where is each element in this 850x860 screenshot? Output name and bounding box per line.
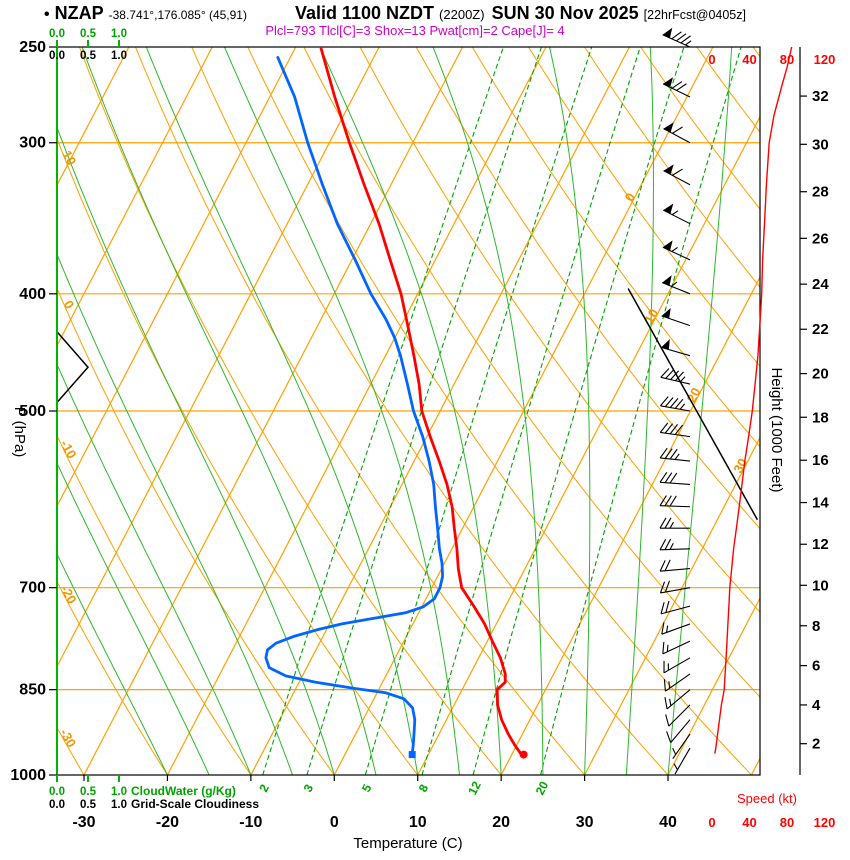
svg-text:22: 22 <box>812 321 829 338</box>
svg-text:14: 14 <box>812 495 829 512</box>
svg-text:0.0: 0.0 <box>49 50 65 62</box>
svg-text:4: 4 <box>812 697 821 714</box>
svg-text:30: 30 <box>730 456 750 476</box>
svg-text:6: 6 <box>812 658 820 675</box>
valid-zulu: (2200Z) <box>439 7 485 22</box>
svg-text:0: 0 <box>330 814 339 831</box>
svg-text:40: 40 <box>742 52 756 67</box>
wind-barb-layer <box>659 27 692 775</box>
svg-text:0: 0 <box>708 52 715 67</box>
svg-text:-20: -20 <box>58 583 80 607</box>
svg-text:1.0: 1.0 <box>111 28 127 40</box>
station-bullet: • <box>44 6 50 23</box>
svg-text:1.0: 1.0 <box>111 786 127 798</box>
svg-text:2: 2 <box>256 782 272 795</box>
svg-text:0: 0 <box>708 815 715 830</box>
svg-text:80: 80 <box>780 815 794 830</box>
svg-text:0.0: 0.0 <box>49 28 65 40</box>
grid-layer <box>57 47 760 775</box>
cloudiness-axis-label: Grid-Scale Cloudiness <box>131 797 259 811</box>
svg-text:30: 30 <box>576 814 594 831</box>
svg-text:0.5: 0.5 <box>80 28 97 40</box>
svg-text:18: 18 <box>812 409 829 426</box>
svg-text:0.5: 0.5 <box>80 786 97 798</box>
svg-text:400: 400 <box>19 286 46 303</box>
svg-text:30: 30 <box>812 136 829 153</box>
svg-text:850: 850 <box>19 682 46 699</box>
svg-text:28: 28 <box>812 184 829 201</box>
svg-text:26: 26 <box>812 230 829 247</box>
svg-text:20: 20 <box>684 385 704 405</box>
svg-text:0: 0 <box>621 190 638 203</box>
speed-axis-label: Speed (kt) <box>737 791 797 806</box>
svg-text:12: 12 <box>465 779 484 798</box>
svg-text:20: 20 <box>492 814 510 831</box>
svg-text:10: 10 <box>812 577 829 594</box>
svg-text:12: 12 <box>812 536 829 553</box>
temperature-axis-label: Temperature (C) <box>353 835 462 852</box>
svg-text:300: 300 <box>19 135 46 152</box>
svg-text:120: 120 <box>814 52 836 67</box>
svg-text:-30: -30 <box>57 726 79 750</box>
svg-text:0: 0 <box>61 298 78 312</box>
svg-text:-30: -30 <box>72 814 95 831</box>
svg-text:250: 250 <box>19 39 46 56</box>
sounding-indices: Plcl=793 Tlcl[C]=3 Shox=13 Pwat[cm]=2 Ca… <box>265 23 565 38</box>
profile-layer <box>264 47 523 755</box>
svg-text:0.0: 0.0 <box>49 799 65 811</box>
station-coords: -38.741°,176.085° (45,91) <box>108 8 247 22</box>
cloudwater-axis-label: CloudWater (g/Kg) <box>131 784 236 798</box>
forecast-hour: [22hrFcst@0405z] <box>643 8 746 22</box>
svg-text:20: 20 <box>533 779 552 798</box>
svg-text:120: 120 <box>814 815 836 830</box>
svg-text:500: 500 <box>19 403 46 420</box>
height-axis-label: Height (1000 Feet) <box>768 367 785 492</box>
svg-text:16: 16 <box>812 452 829 469</box>
svg-text:24: 24 <box>812 276 829 293</box>
svg-text:0.0: 0.0 <box>49 786 65 798</box>
valid-time: Valid 1100 NZDT <box>294 3 435 23</box>
svg-text:700: 700 <box>19 580 46 597</box>
valid-date: SUN 30 Nov 2025 <box>491 3 639 23</box>
svg-text:0.5: 0.5 <box>80 50 97 62</box>
svg-text:10: 10 <box>409 814 427 831</box>
svg-text:8: 8 <box>812 618 820 635</box>
svg-text:8: 8 <box>416 782 432 795</box>
svg-text:20: 20 <box>812 366 829 383</box>
cloudiness-and-reference-layer <box>56 288 759 521</box>
svg-text:1.0: 1.0 <box>111 50 127 62</box>
svg-text:5: 5 <box>359 782 375 795</box>
svg-text:0.5: 0.5 <box>80 799 97 811</box>
svg-text:-10: -10 <box>57 437 79 461</box>
pressure-axis-label: P (hPa) <box>11 407 28 458</box>
svg-text:-20: -20 <box>156 814 179 831</box>
frame-layer <box>49 40 761 782</box>
height-speed-layer <box>714 46 807 775</box>
svg-text:80: 80 <box>780 52 794 67</box>
svg-text:40: 40 <box>659 814 677 831</box>
station-id: NZAP <box>54 3 104 23</box>
surface-marker-layer <box>408 750 528 759</box>
svg-text:10: 10 <box>59 148 79 168</box>
svg-text:32: 32 <box>812 88 829 105</box>
svg-text:3: 3 <box>301 782 317 795</box>
header: • NZAP -38.741°,176.085° (45,91) Valid 1100… <box>44 3 746 24</box>
svg-text:1000: 1000 <box>10 767 46 784</box>
svg-text:2: 2 <box>812 736 820 753</box>
svg-text:40: 40 <box>742 815 756 830</box>
svg-text:-10: -10 <box>239 814 262 831</box>
svg-text:1.0: 1.0 <box>111 799 127 811</box>
